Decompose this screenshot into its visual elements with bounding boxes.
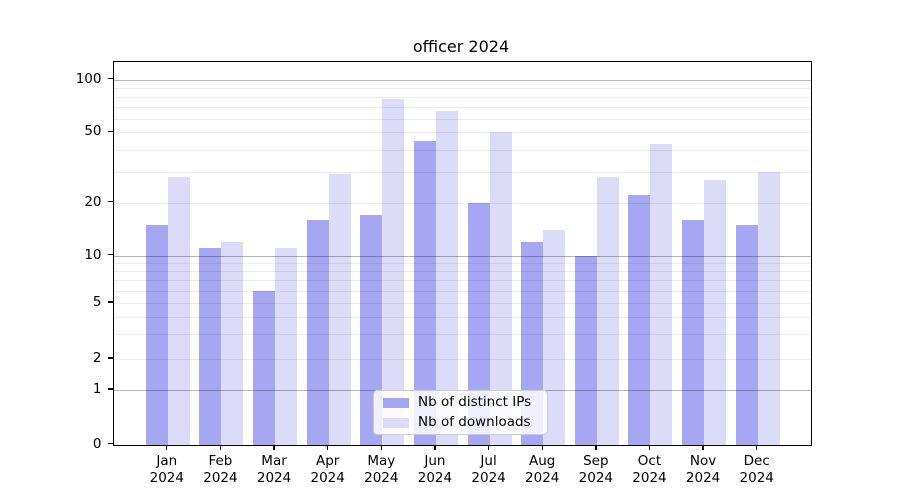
bar-downloads — [382, 99, 405, 445]
x-tick-label: Aug 2024 — [525, 452, 560, 486]
bar-downloads — [757, 171, 780, 445]
y-tick-label: 50 — [84, 123, 102, 140]
bar-distinct-ips — [413, 140, 436, 445]
bar-distinct-ips — [628, 195, 651, 445]
bars-layer — [114, 62, 812, 445]
x-tick-mark — [648, 444, 651, 450]
bar-downloads — [704, 179, 727, 445]
grid-line-minor — [113, 334, 811, 336]
bar-downloads — [596, 176, 619, 445]
bar-distinct-ips — [682, 219, 705, 445]
y-tick-label: 1 — [92, 381, 102, 397]
legend-item: Nb of distinct IPs — [383, 394, 538, 411]
legend-swatch — [383, 417, 409, 428]
legend-item: Nb of downloads — [383, 414, 538, 431]
y-tick-mark — [107, 253, 113, 256]
y-tick-label: 5 — [92, 294, 102, 310]
x-tick-mark — [219, 444, 222, 450]
x-tick-label: Sep 2024 — [578, 452, 613, 486]
x-tick-label: Mar 2024 — [256, 452, 292, 486]
x-tick-mark — [326, 444, 329, 450]
y-tick-mark — [107, 77, 113, 80]
x-tick-mark — [595, 444, 597, 450]
x-tick-label: Dec 2024 — [739, 452, 774, 486]
grid-layer — [113, 62, 811, 445]
y-tick-mark — [107, 200, 113, 203]
x-tick-label: Jul 2024 — [471, 452, 506, 486]
bar-distinct-ips — [574, 255, 597, 445]
grid-line-minor — [113, 106, 811, 108]
bar-distinct-ips — [467, 202, 490, 445]
legend-item-label: Nb of downloads — [418, 414, 531, 430]
legend: Nb of distinct IPs Nb of downloads — [373, 390, 548, 435]
grid-line-minor — [113, 290, 811, 292]
bar-downloads — [489, 132, 512, 445]
x-tick-label: Nov 2024 — [685, 452, 721, 486]
grid-line-major — [113, 79, 811, 81]
y-tick-mark — [107, 388, 113, 390]
x-tick-label: Jan 2024 — [149, 452, 184, 486]
bar-distinct-ips — [306, 219, 329, 445]
bar-downloads — [275, 248, 298, 445]
bar-downloads — [543, 229, 566, 445]
grid-line-minor — [113, 270, 811, 272]
bar-downloads — [435, 111, 458, 445]
plot-area — [112, 61, 812, 446]
bar-downloads — [167, 176, 190, 445]
y-tick-mark — [107, 301, 113, 303]
grid-line-minor — [113, 87, 811, 89]
grid-line-minor — [113, 132, 811, 134]
grid-line-minor — [113, 316, 811, 318]
bar-downloads — [650, 144, 673, 445]
legend-swatch — [383, 397, 409, 408]
y-tick-mark — [107, 130, 113, 133]
x-tick-label: May 2024 — [364, 452, 399, 486]
x-tick-mark — [487, 444, 490, 450]
x-tick-mark — [756, 444, 758, 450]
y-tick-label: 20 — [84, 193, 102, 210]
x-tick-label: Jun 2024 — [417, 452, 453, 486]
grid-line-major — [113, 255, 811, 257]
y-tick-mark — [107, 442, 113, 445]
y-tick-label: 100 — [75, 70, 102, 87]
y-tick-label: 0 — [92, 435, 102, 452]
grid-line-minor — [113, 359, 811, 360]
bar-downloads — [221, 241, 244, 445]
grid-line-minor — [113, 118, 811, 120]
y-tick-label: 10 — [84, 246, 102, 263]
chart-title: officer 2024 — [412, 37, 510, 56]
x-tick-label: Apr 2024 — [310, 452, 345, 486]
x-tick-mark — [166, 444, 168, 450]
x-tick-mark — [380, 444, 382, 450]
x-tick-mark — [273, 444, 275, 450]
x-tick-mark — [541, 444, 543, 450]
x-tick-mark — [702, 444, 704, 450]
grid-line-minor — [113, 149, 811, 151]
grid-line-minor — [113, 262, 811, 264]
grid-line-minor — [113, 202, 811, 204]
bar-downloads — [328, 174, 351, 445]
bar-distinct-ips — [253, 290, 276, 445]
bar-distinct-ips — [360, 214, 383, 445]
bar-distinct-ips — [735, 224, 758, 445]
x-tick-label: Feb 2024 — [203, 452, 238, 486]
y-tick-mark — [107, 357, 113, 359]
grid-line-minor — [113, 303, 811, 304]
grid-line-minor — [113, 279, 811, 281]
x-tick-label: Oct 2024 — [632, 452, 667, 486]
bar-distinct-ips — [145, 224, 168, 445]
y-tick-label: 2 — [92, 350, 102, 366]
x-tick-mark — [434, 444, 436, 450]
legend-item-label: Nb of distinct IPs — [418, 394, 532, 410]
grid-line-minor — [113, 171, 811, 173]
bar-distinct-ips — [199, 248, 222, 445]
grid-line-minor — [113, 96, 811, 98]
